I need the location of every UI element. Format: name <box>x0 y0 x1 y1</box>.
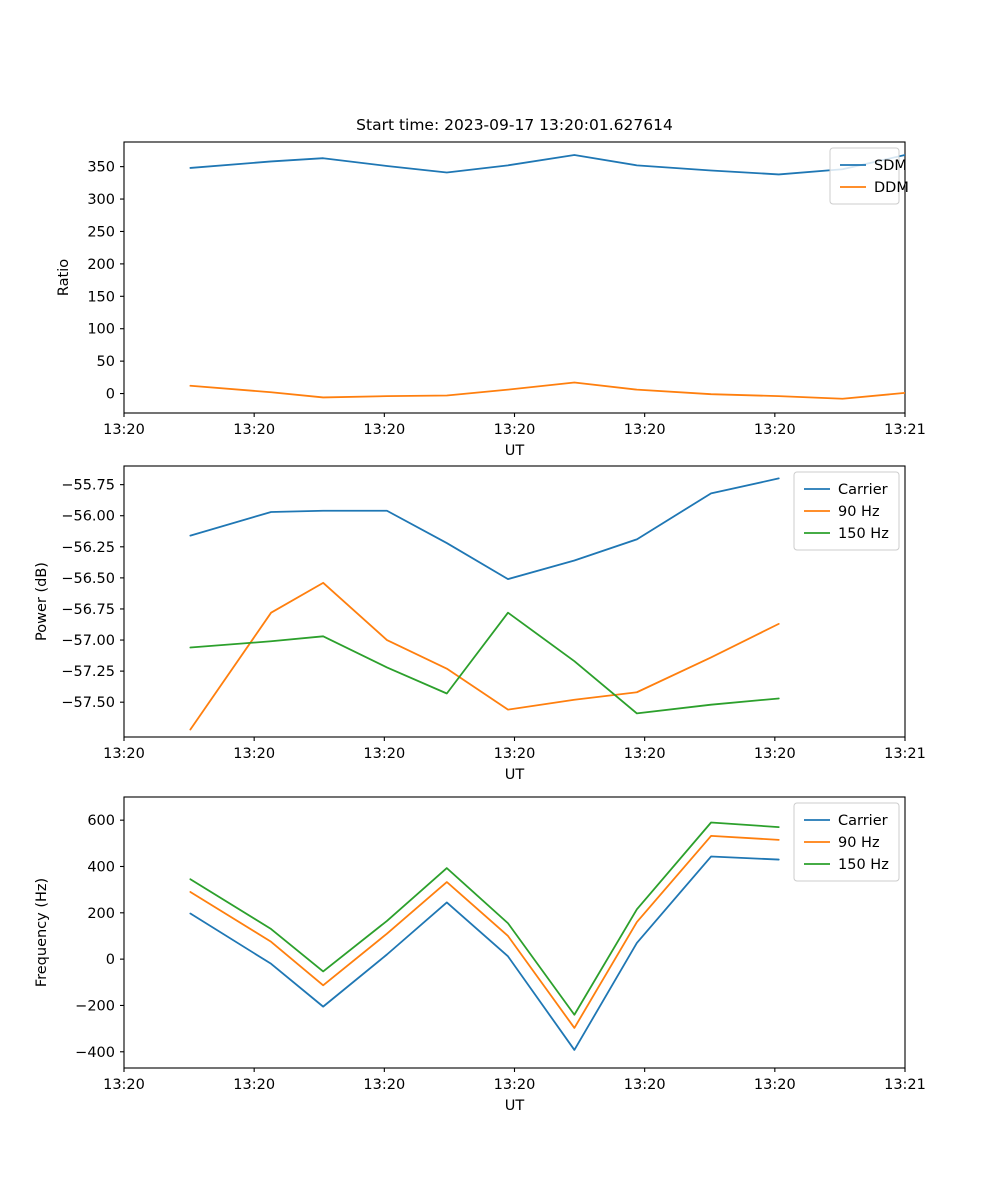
x-tick-label: 13:20 <box>754 422 796 438</box>
x-tick-label: 13:20 <box>494 422 536 438</box>
series-line-carrier <box>189 855 780 1051</box>
x-tick-label: 13:20 <box>233 746 275 762</box>
series-group <box>189 821 780 1051</box>
x-tick-label: 13:20 <box>363 422 405 438</box>
y-axis-label: Power (dB) <box>34 562 50 641</box>
y-tick-label: −57.00 <box>61 633 115 649</box>
y-tick-label: 0 <box>106 387 115 403</box>
legend-label-ddm: DDM <box>874 180 909 196</box>
legend-label-carrier: Carrier <box>838 482 888 498</box>
legend-label-90-hz: 90 Hz <box>838 835 880 851</box>
legend-box <box>793 471 900 551</box>
y-tick-label: 50 <box>97 354 115 370</box>
series-line-ddm <box>189 381 905 400</box>
legend: SDM DDM <box>829 147 909 205</box>
y-tick-label: −56.00 <box>61 509 115 525</box>
legend-label-sdm: SDM <box>874 158 907 174</box>
x-axis-label: UT <box>505 1098 525 1114</box>
x-tick-label: 13:20 <box>624 746 666 762</box>
y-tick-label: 400 <box>87 859 115 875</box>
x-tick-label: 13:20 <box>103 422 145 438</box>
x-tick-label: 13:21 <box>884 422 926 438</box>
x-tick-label: 13:20 <box>363 746 405 762</box>
y-tick-label: 150 <box>87 289 115 305</box>
x-tick-label: 13:20 <box>494 746 536 762</box>
y-tick-label: 100 <box>87 322 115 338</box>
y-axis-label: Frequency (Hz) <box>34 878 50 987</box>
axes-frame <box>123 141 906 414</box>
panel-power: 13:20 13:20 13:20 13:20 13:20 13:20 13:21 −55.7… <box>34 465 926 783</box>
y-tick-label: −57.25 <box>61 664 115 680</box>
y-tick-label: −200 <box>75 998 115 1014</box>
series-group <box>189 154 905 400</box>
y-tick-label: 250 <box>87 224 115 240</box>
y-tick-label: −56.25 <box>61 540 115 556</box>
x-tick-label: 13:20 <box>363 1077 405 1093</box>
x-axis-label: UT <box>505 443 525 459</box>
y-tick-label: −56.75 <box>61 602 115 618</box>
series-line-90-hz <box>189 835 780 1029</box>
series-group <box>189 477 780 731</box>
legend-label-carrier: Carrier <box>838 813 888 829</box>
legend-label-150-hz: 150 Hz <box>838 857 889 873</box>
x-tick-label: 13:20 <box>754 746 796 762</box>
y-tick-label: −400 <box>75 1045 115 1061</box>
x-tick-label: 13:21 <box>884 746 926 762</box>
x-tick-label: 13:20 <box>624 422 666 438</box>
y-tick-label: −56.50 <box>61 571 115 587</box>
x-axis-label: UT <box>505 767 525 783</box>
figure-title: Start time: 2023-09-17 13:20:01.627614 <box>356 116 673 134</box>
legend-box <box>829 147 900 205</box>
legend: Carrier 90 Hz 150 Hz <box>793 471 900 551</box>
y-tick-label: 350 <box>87 160 115 176</box>
x-tick-label: 13:20 <box>624 1077 666 1093</box>
x-tick-label: 13:20 <box>233 1077 275 1093</box>
legend-label-90-hz: 90 Hz <box>838 504 880 520</box>
series-line-90-hz <box>189 581 780 731</box>
y-tick-label: 200 <box>87 257 115 273</box>
series-line-150-hz <box>189 611 780 715</box>
series-line-150-hz <box>189 821 780 1016</box>
y-tick-label: −57.50 <box>61 695 115 711</box>
y-axis-label: Ratio <box>56 259 72 296</box>
series-line-sdm <box>189 154 905 176</box>
series-line-carrier <box>189 477 780 581</box>
x-tick-label: 13:20 <box>754 1077 796 1093</box>
legend-box <box>793 802 900 882</box>
x-tick-label: 13:21 <box>884 1077 926 1093</box>
legend: Carrier 90 Hz 150 Hz <box>793 802 900 882</box>
y-tick-label: 200 <box>87 906 115 922</box>
x-tick-label: 13:20 <box>494 1077 536 1093</box>
y-tick-label: −55.75 <box>61 478 115 494</box>
x-tick-label: 13:20 <box>103 746 145 762</box>
x-tick-label: 13:20 <box>233 422 275 438</box>
panel-ratio: 13:20 13:20 13:20 13:20 13:20 13:20 13:21 0 50 10… <box>56 116 926 459</box>
legend-label-150-hz: 150 Hz <box>838 526 889 542</box>
x-tick-label: 13:20 <box>103 1077 145 1093</box>
panel-frequency: 13:20 13:20 13:20 13:20 13:20 13:20 13:21 −400 −… <box>34 796 926 1114</box>
y-tick-label: 0 <box>106 952 115 968</box>
y-tick-label: 600 <box>87 813 115 829</box>
y-tick-label: 300 <box>87 192 115 208</box>
axes-frame <box>123 465 906 738</box>
